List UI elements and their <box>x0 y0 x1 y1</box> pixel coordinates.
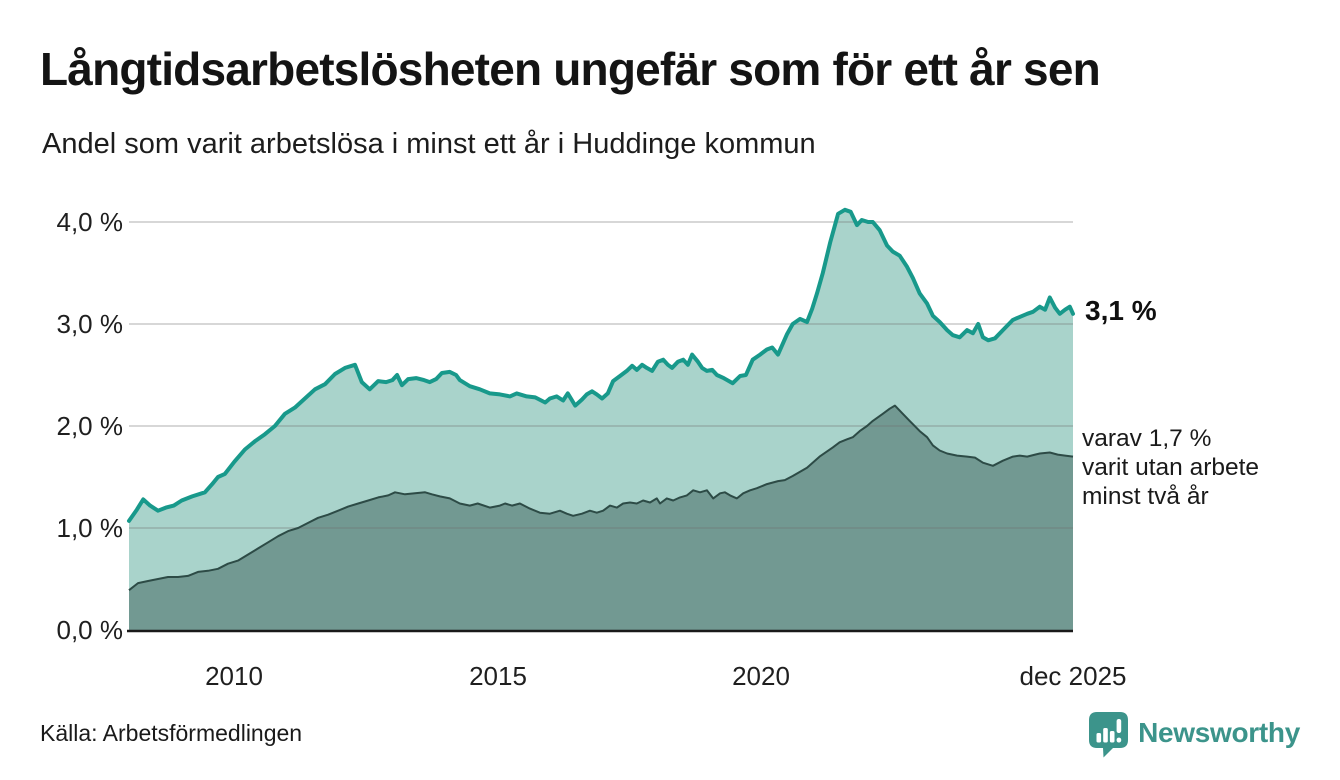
newsworthy-icon <box>1089 712 1129 758</box>
subset-annotation-line: varav 1,7 % <box>1082 425 1212 452</box>
latest-value-label: 3,1 % <box>1085 295 1157 326</box>
subset-annotation: varav 1,7 % varit utan arbete minst två år <box>1082 424 1259 511</box>
y-tick-label: 1,0 % <box>56 513 124 543</box>
y-tick-label: 3,0 % <box>56 309 124 339</box>
y-tick-label: 0,0 % <box>56 615 124 645</box>
y-tick-label: 2,0 % <box>56 411 124 441</box>
x-tick-label: dec 2025 <box>1019 661 1127 691</box>
newsworthy-logo: Newsworthy <box>1088 711 1300 759</box>
subset-annotation-line: minst två år <box>1082 483 1209 510</box>
y-tick-label: 4,0 % <box>56 207 124 237</box>
x-tick-label: 2015 <box>469 661 527 691</box>
x-tick-label: 2020 <box>732 661 790 691</box>
newsworthy-wordmark: Newsworthy <box>1138 717 1300 748</box>
source-note: Källa: Arbetsförmedlingen <box>40 720 303 746</box>
series-area-subset <box>129 405 1073 630</box>
page-title: Långtidsarbetslösheten ungefär som för e… <box>40 43 1101 95</box>
series-line-subset <box>128 404 1074 591</box>
chart-subtitle: Andel som varit arbetslösa i minst ett å… <box>42 128 816 160</box>
subset-annotation-line: varit utan arbete <box>1082 454 1260 481</box>
series-line-total <box>127 207 1075 523</box>
x-tick-label: 2010 <box>205 661 263 691</box>
